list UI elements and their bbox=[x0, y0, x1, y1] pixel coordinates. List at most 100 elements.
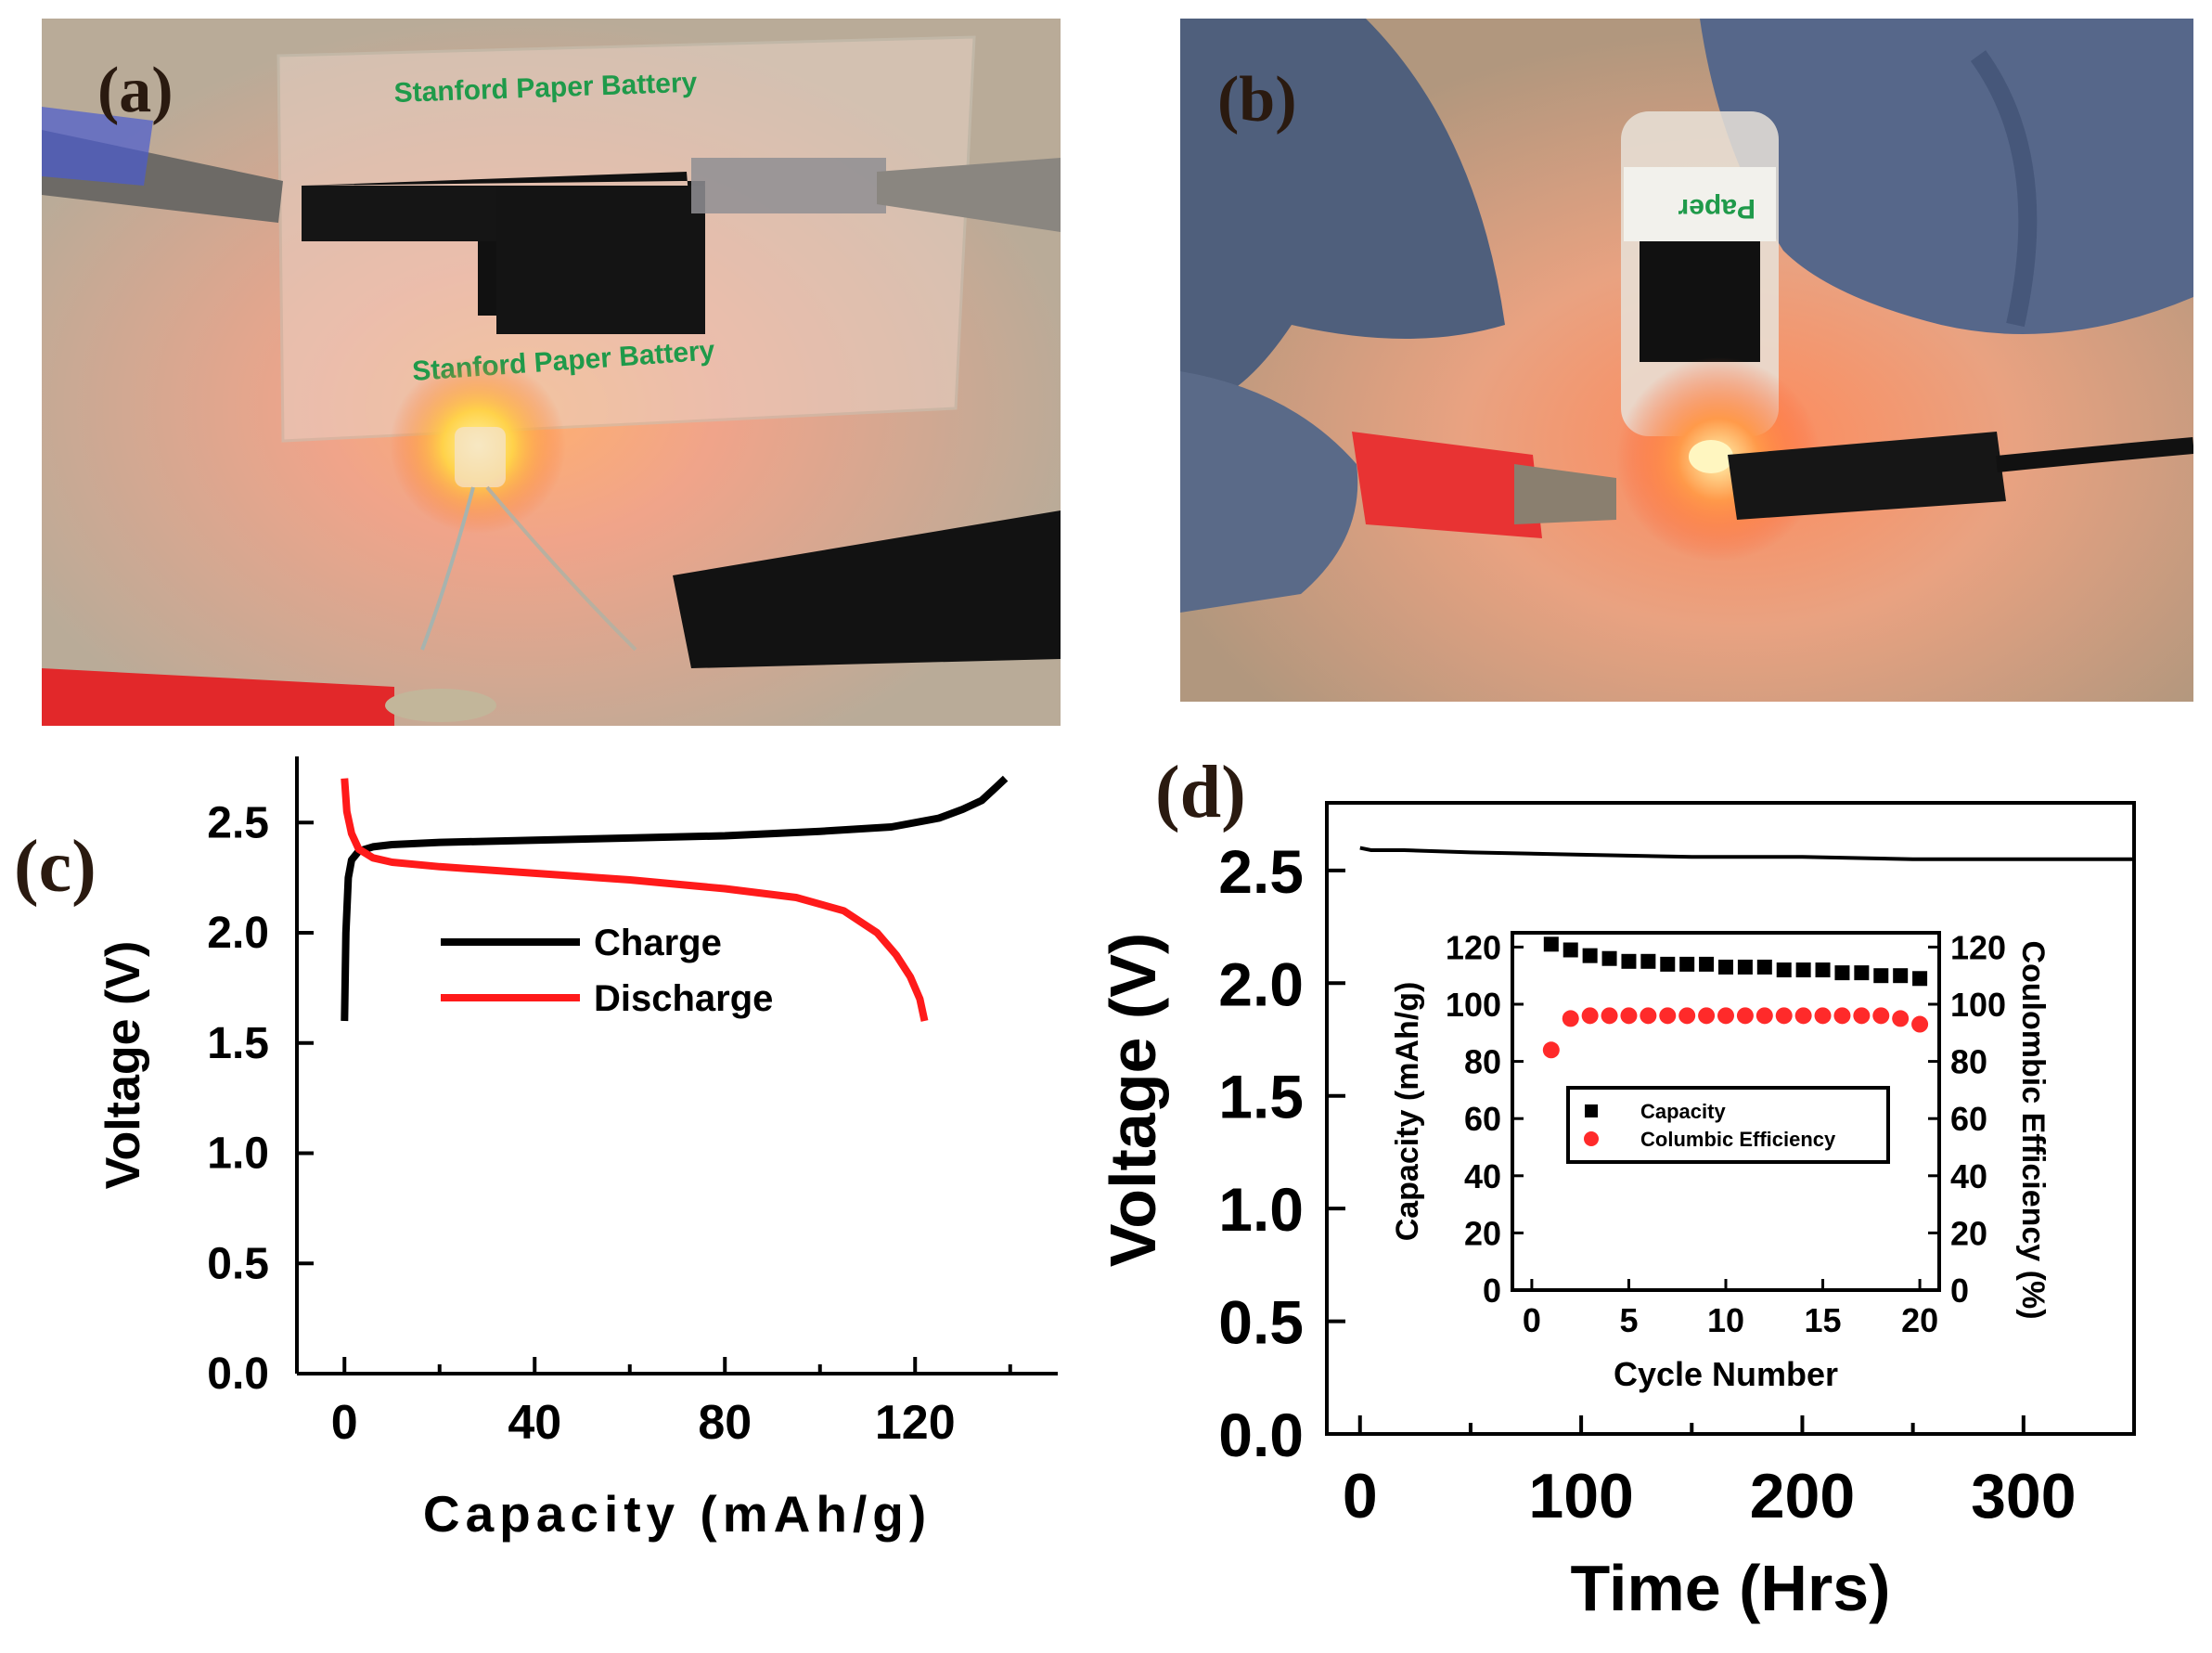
inset-xtick-label: 0 bbox=[1523, 1301, 1541, 1339]
paper-battery-electrode bbox=[1640, 241, 1760, 362]
inset-efficiency-point bbox=[1892, 1010, 1910, 1027]
chart-d-ylabel: Voltage (V) bbox=[1097, 933, 1169, 1267]
inset-efficiency-point bbox=[1640, 1007, 1657, 1025]
inset-capacity-point bbox=[1795, 962, 1811, 978]
chart-c-series-discharge bbox=[341, 778, 929, 1022]
inset-ytick-label: 60 bbox=[1464, 1100, 1501, 1138]
electrode-block bbox=[496, 186, 705, 334]
chart-c-xtick-label: 0 bbox=[331, 1396, 358, 1450]
inset-efficiency-point bbox=[1698, 1007, 1716, 1025]
chart-d-xtick-label: 300 bbox=[1971, 1461, 2076, 1531]
inset-y2tick-label: 0 bbox=[1950, 1272, 1969, 1310]
inset-capacity-point bbox=[1737, 959, 1753, 975]
inset-efficiency-point bbox=[1833, 1007, 1851, 1025]
inset-ytick-label: 0 bbox=[1483, 1272, 1501, 1310]
chart-d-xlabel: Time (Hrs) bbox=[1571, 1552, 1891, 1624]
inset-xtick-label: 10 bbox=[1707, 1301, 1744, 1339]
chart-c-ytick-label: 2.0 bbox=[207, 909, 269, 958]
inset-efficiency-point bbox=[1601, 1007, 1618, 1025]
inset-capacity-point bbox=[1756, 959, 1772, 975]
inset-efficiency-point bbox=[1794, 1007, 1812, 1025]
chart-c-legend-label: Discharge bbox=[594, 978, 773, 1019]
inset-capacity-point bbox=[1621, 953, 1637, 969]
inset-ytick-label: 80 bbox=[1464, 1043, 1501, 1081]
inset-y2tick-label: 120 bbox=[1950, 928, 2006, 966]
chart-d-ytick-label: 0.5 bbox=[1218, 1288, 1304, 1357]
inset-efficiency-point bbox=[1814, 1007, 1832, 1025]
chart-c-ytick-label: 2.5 bbox=[207, 798, 269, 847]
inset-ytick-label: 20 bbox=[1464, 1214, 1501, 1252]
inset-xtick-label: 20 bbox=[1901, 1301, 1938, 1339]
photo-b-text: Paper bbox=[1678, 193, 1755, 224]
inset-legend-label: Capacity bbox=[1640, 1100, 1726, 1123]
photo-panel-a: Stanford Paper Battery Stanford Paper Ba… bbox=[42, 19, 1061, 726]
clip-right bbox=[877, 158, 1061, 232]
inset-efficiency-point bbox=[1678, 1007, 1696, 1025]
inset-capacity-point bbox=[1563, 942, 1578, 958]
inset-efficiency-point bbox=[1736, 1007, 1754, 1025]
inset-efficiency-point bbox=[1620, 1007, 1638, 1025]
chart-c-ytick-label: 0.5 bbox=[207, 1239, 269, 1288]
black-clip bbox=[673, 510, 1061, 668]
inset-capacity-point bbox=[1854, 965, 1870, 981]
inset-y2tick-label: 80 bbox=[1950, 1043, 1987, 1081]
inset-legend-label: Columbic Efficiency bbox=[1640, 1128, 1836, 1151]
chart-d-xtick-label: 100 bbox=[1528, 1461, 1633, 1531]
chart-d-frame bbox=[1325, 801, 2136, 1436]
chart-d-xtick-label: 0 bbox=[1343, 1461, 1378, 1531]
chart-c-ytick-label: 1.5 bbox=[207, 1019, 269, 1068]
glove-right bbox=[1700, 19, 2193, 334]
chart-c-xtick-label: 80 bbox=[698, 1396, 752, 1450]
inset-y2label: Coulombic Efficiency (%) bbox=[2015, 940, 2051, 1319]
chart-d-axes: 0.00.51.01.52.02.50 100 200 300 bbox=[1218, 801, 2136, 1531]
inset-capacity-point bbox=[1718, 959, 1733, 975]
inset-capacity-point bbox=[1893, 968, 1909, 984]
inset-capacity-point bbox=[1582, 948, 1598, 963]
inset-capacity-point bbox=[1601, 950, 1617, 966]
photo-b-illustration: Paper (b) bbox=[1180, 19, 2193, 702]
chart-d-ytick-label: 0.0 bbox=[1218, 1401, 1304, 1469]
glove-left bbox=[1180, 19, 1505, 408]
inset-capacity-point bbox=[1873, 968, 1889, 984]
inset-ylabel: Capacity (mAh/g) bbox=[1390, 982, 1425, 1242]
chart-c: (c) 0.0 0.5 1.0 1.5 2.0 2.5 0 40 80 120 Charge Dis… bbox=[14, 756, 1058, 1543]
inset-capacity-point bbox=[1699, 956, 1715, 972]
inset-efficiency-point bbox=[1853, 1007, 1871, 1025]
inset-capacity-point bbox=[1815, 962, 1831, 978]
inset-legend-marker-efficiency bbox=[1584, 1131, 1599, 1146]
inset-efficiency-point bbox=[1911, 1015, 1929, 1033]
panel-label-c: (c) bbox=[14, 826, 96, 908]
inset-capacity-point bbox=[1640, 953, 1656, 969]
inset-capacity-point bbox=[1912, 971, 1928, 987]
chart-c-legend: Charge Discharge bbox=[441, 923, 773, 1019]
inset-y2tick-label: 60 bbox=[1950, 1100, 1987, 1138]
panel-label-a: (a) bbox=[97, 55, 174, 126]
inset-capacity-point bbox=[1543, 936, 1559, 952]
inset-xtick-label: 5 bbox=[1619, 1301, 1638, 1339]
chart-c-ytick-label: 0.0 bbox=[207, 1350, 269, 1399]
inset-y2tick-label: 40 bbox=[1950, 1157, 1987, 1195]
inset-efficiency-point bbox=[1581, 1007, 1599, 1025]
inset-ytick-label: 40 bbox=[1464, 1157, 1501, 1195]
photo-panel-b: Paper (b) bbox=[1180, 19, 2193, 702]
inset-xtick-label: 15 bbox=[1805, 1301, 1842, 1339]
chart-d-series bbox=[1359, 846, 2134, 861]
inset-efficiency-point bbox=[1755, 1007, 1773, 1025]
chart-c-series-charge bbox=[341, 775, 1009, 1022]
inset-efficiency-point bbox=[1775, 1007, 1793, 1025]
inset-efficiency-point bbox=[1872, 1007, 1890, 1025]
chart-c-ylabel: Voltage (V) bbox=[96, 941, 150, 1190]
chart-d-xtick-label: 200 bbox=[1750, 1461, 1855, 1531]
panel-label-d: (d) bbox=[1155, 752, 1246, 833]
chart-d-ytick-label: 2.5 bbox=[1218, 837, 1304, 906]
chart-c-xtick-label: 40 bbox=[508, 1396, 561, 1450]
black-clip-b bbox=[1728, 432, 2006, 520]
chart-d-ytick-label: 1.5 bbox=[1218, 1063, 1304, 1131]
chart-c-legend-label: Charge bbox=[594, 923, 722, 963]
chart-c-xlabel: Capacity (mAh/g) bbox=[423, 1485, 932, 1543]
inset-capacity-point bbox=[1776, 962, 1792, 978]
inset-efficiency-point bbox=[1562, 1010, 1579, 1027]
chart-d-series-voltage bbox=[1359, 846, 2134, 861]
inset-y2tick-label: 20 bbox=[1950, 1214, 1987, 1252]
